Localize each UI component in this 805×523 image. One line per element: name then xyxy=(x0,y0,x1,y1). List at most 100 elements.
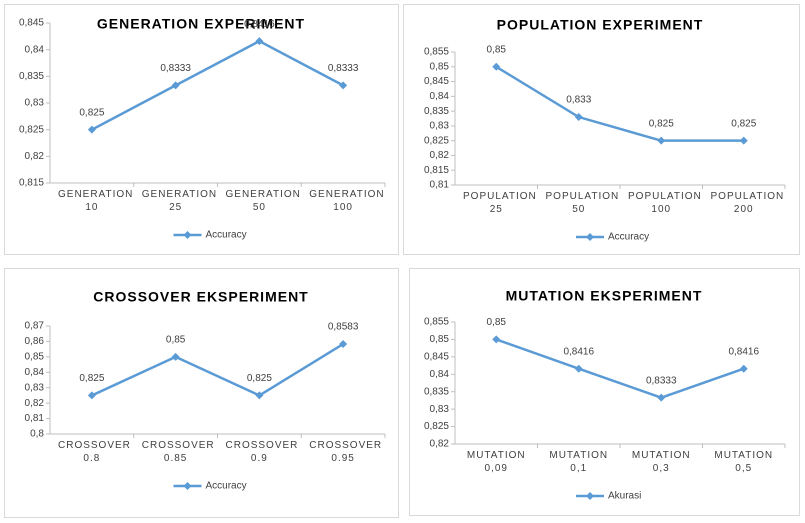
legend-marker xyxy=(586,492,594,500)
y-tick-label: 0,845 xyxy=(19,18,44,29)
x-tick-label: CROSSOVER 0.9 xyxy=(225,440,299,464)
y-tick-label: 0,825 xyxy=(424,421,449,432)
legend-label: Akurasi xyxy=(608,491,641,502)
x-tick-label: POPULATION 25 xyxy=(463,191,537,215)
line xyxy=(495,65,744,142)
panel xyxy=(4,268,399,518)
line xyxy=(91,39,344,131)
y-tick-label: 0,835 xyxy=(424,386,449,397)
y-tick-label: 0,84 xyxy=(25,367,45,378)
y-tick-label: 0,825 xyxy=(19,124,44,135)
y-tick-label: 0,8 xyxy=(30,429,44,440)
y-tick-label: 0,86 xyxy=(25,336,45,347)
x-tick-label: GENERATION 50 xyxy=(225,189,301,213)
x-tick-label: POPULATION 50 xyxy=(545,191,620,215)
data-label: 0,825 xyxy=(731,118,756,129)
panel xyxy=(4,4,399,255)
marker xyxy=(255,391,264,400)
data-label: 0,8583 xyxy=(328,322,359,333)
y-tick-label: 0,845 xyxy=(424,76,449,87)
marker xyxy=(339,340,348,349)
legend-marker xyxy=(586,233,594,241)
data-label: 0,8416 xyxy=(244,19,275,30)
y-tick-label: 0,85 xyxy=(25,351,45,362)
legend-label: Accuracy xyxy=(206,481,247,492)
y-tick-label: 0,83 xyxy=(430,404,450,415)
y-tick-label: 0,81 xyxy=(430,180,450,191)
data-label: 0,825 xyxy=(79,373,104,384)
legend-label: Accuracy xyxy=(206,230,247,241)
x-tick-label: CROSSOVER 0.95 xyxy=(309,440,383,464)
marker xyxy=(339,81,348,90)
y-tick-label: 0,855 xyxy=(424,47,449,58)
data-label: 0,8416 xyxy=(728,346,759,357)
y-tick-label: 0,83 xyxy=(25,382,45,393)
legend-marker xyxy=(183,231,192,239)
y-tick-label: 0,82 xyxy=(25,151,45,162)
y-tick-label: 0,855 xyxy=(424,317,449,328)
chart-title: CROSSOVER EKSPERIMENT xyxy=(93,289,308,305)
marker xyxy=(171,352,180,361)
marker xyxy=(255,37,264,46)
chart-title: MUTATION EKSPERIMENT xyxy=(506,288,703,304)
x-tick-label: POPULATION 100 xyxy=(628,191,702,215)
data-label: 0,833 xyxy=(566,95,591,106)
marker xyxy=(492,335,501,344)
marker xyxy=(87,125,96,134)
legend-marker xyxy=(183,482,192,490)
x-tick-label: GENERATION 100 xyxy=(309,189,385,213)
legend-label: Accuracy xyxy=(608,232,649,243)
panel xyxy=(403,4,800,255)
marker xyxy=(657,393,666,402)
panel xyxy=(409,268,800,516)
marker xyxy=(739,136,748,145)
y-tick-label: 0,84 xyxy=(430,91,450,102)
y-tick-label: 0,84 xyxy=(25,44,45,55)
y-tick-label: 0,815 xyxy=(19,178,44,189)
x-tick-label: MUTATION 0,1 xyxy=(549,450,609,474)
chart-title: GENERATION EXPERIMENT xyxy=(97,16,305,32)
x-tick-label: CROSSOVER 0.8 xyxy=(58,440,131,464)
data-label: 0,8416 xyxy=(563,346,594,357)
data-label: 0,85 xyxy=(487,317,507,328)
y-tick-label: 0,82 xyxy=(430,439,450,450)
x-tick-label: CROSSOVER 0.85 xyxy=(141,440,215,464)
y-tick-label: 0,825 xyxy=(424,135,449,146)
y-tick-label: 0,845 xyxy=(424,351,449,362)
marker xyxy=(657,136,666,145)
data-label: 0,825 xyxy=(247,373,272,384)
x-tick-label: GENERATION 10 xyxy=(58,189,134,213)
marker xyxy=(739,364,748,373)
y-tick-label: 0,87 xyxy=(25,321,45,332)
marker xyxy=(574,364,583,373)
marker xyxy=(574,113,583,122)
y-tick-label: 0,85 xyxy=(430,61,450,72)
y-tick-label: 0,81 xyxy=(25,413,45,424)
marker xyxy=(171,81,180,90)
x-tick-label: POPULATION 200 xyxy=(710,191,785,215)
marker xyxy=(492,62,501,71)
y-tick-label: 0,835 xyxy=(19,71,44,82)
marker xyxy=(87,391,96,400)
data-label: 0,85 xyxy=(166,334,186,345)
y-tick-label: 0,815 xyxy=(424,165,449,176)
data-label: 0,8333 xyxy=(328,63,359,74)
y-tick-label: 0,835 xyxy=(424,106,449,117)
data-label: 0,825 xyxy=(649,118,674,129)
line xyxy=(495,338,745,399)
y-tick-label: 0,82 xyxy=(25,398,45,409)
chart-title: POPULATION EXPERIMENT xyxy=(497,17,704,33)
y-tick-label: 0,85 xyxy=(430,334,450,345)
line xyxy=(91,342,344,397)
y-tick-label: 0,83 xyxy=(25,98,45,109)
x-tick-label: MUTATION 0,5 xyxy=(714,450,774,474)
y-tick-label: 0,84 xyxy=(430,369,450,380)
y-tick-label: 0,83 xyxy=(430,121,450,132)
data-label: 0,8333 xyxy=(160,63,191,74)
data-label: 0,825 xyxy=(79,107,104,118)
x-tick-label: GENERATION 25 xyxy=(141,189,218,213)
data-label: 0,8333 xyxy=(646,375,677,386)
x-tick-label: MUTATION 0,09 xyxy=(466,450,526,474)
